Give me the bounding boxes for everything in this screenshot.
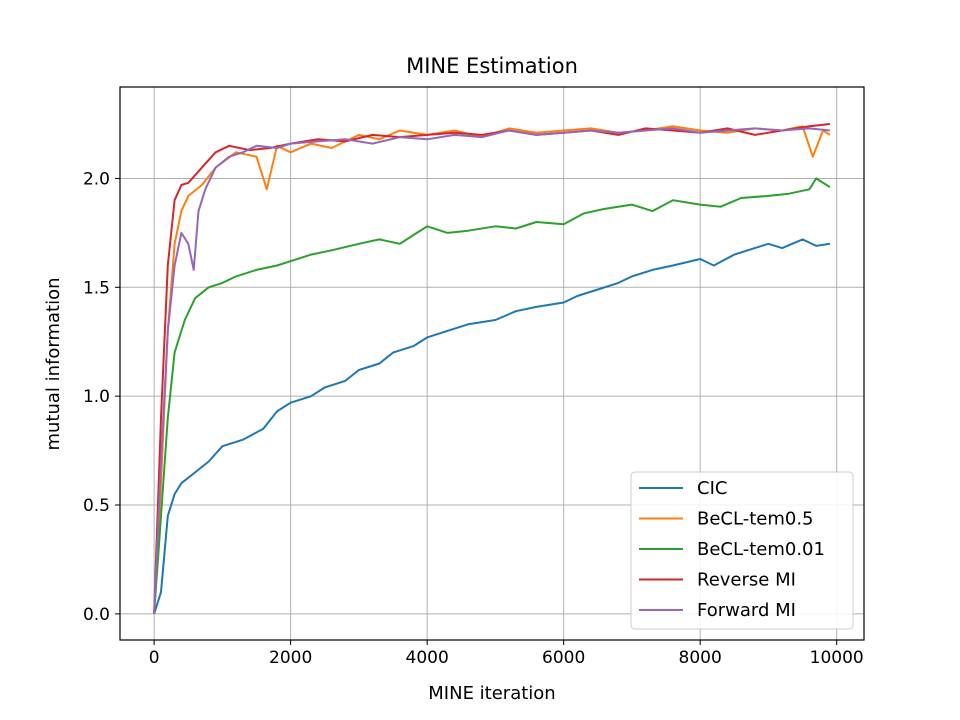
y-tick-label: 0.0 [83,605,110,625]
legend-label-cic: CIC [697,478,727,499]
x-tick-label: 10000 [810,648,864,668]
legend: CIC BeCL-tem0.5 BeCL-tem0.01 Reverse MI Forw… [630,471,854,630]
series-lines [153,123,831,615]
x-tick-label: 4000 [406,648,449,668]
x-tick-label: 0 [149,648,160,668]
y-tick-label: 2.0 [83,169,110,189]
series-line-cic [153,238,831,615]
plot-frame [119,86,865,641]
series-line-becl-tem0-01 [153,177,831,614]
y-axis-ticks: 0.0 0.5 1.0 1.5 2.0 [83,169,120,625]
x-tick-label: 8000 [679,648,722,668]
series-line-forward-mi [153,127,831,614]
series-line-becl-tem0-5 [153,125,831,614]
legend-label-forward-mi: Forward MI [697,600,796,621]
y-tick-label: 0.5 [83,496,110,516]
grid [120,87,864,640]
legend-label-reverse-mi: Reverse MI [697,570,796,591]
y-tick-label: 1.0 [83,387,110,407]
legend-label-becl-tem0-01: BeCL-tem0.01 [697,539,825,560]
y-tick-label: 1.5 [83,278,110,298]
legend-box [630,471,854,630]
chart-title: MINE Estimation [406,54,578,78]
x-tick-label: 2000 [269,648,312,668]
x-axis-label: MINE iteration [428,683,555,704]
legend-label-becl-tem0-5: BeCL-tem0.5 [697,509,814,530]
x-tick-label: 6000 [542,648,585,668]
y-axis-label: mutual information [43,277,64,450]
x-axis-ticks: 0 2000 4000 6000 8000 10000 [149,640,864,668]
